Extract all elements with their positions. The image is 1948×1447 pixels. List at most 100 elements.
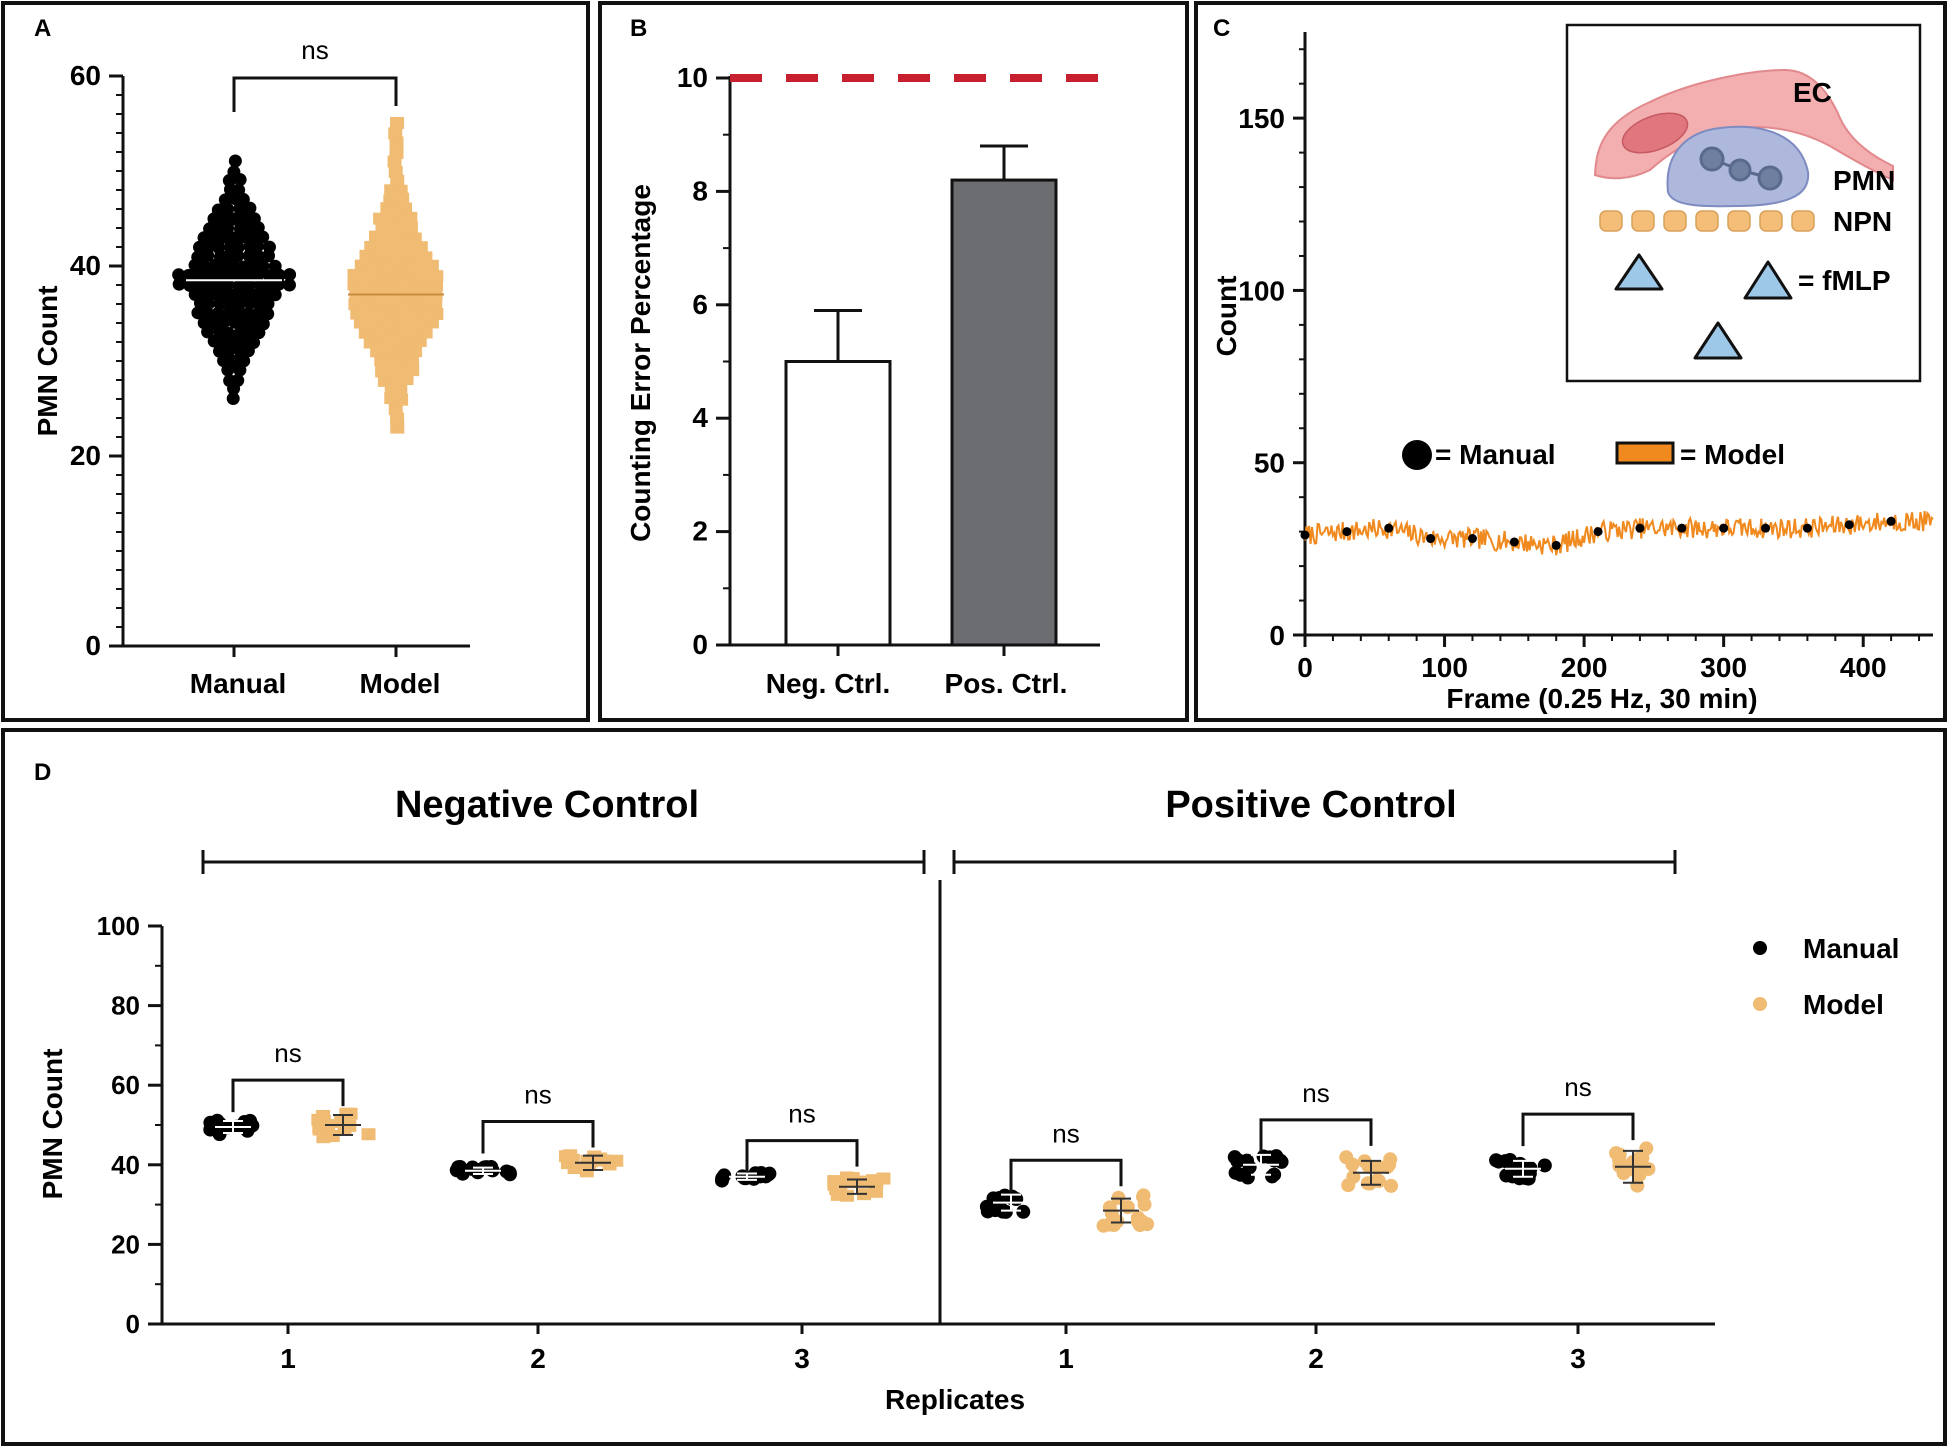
model-point (1641, 1161, 1656, 1176)
npn-membrane (1599, 210, 1815, 232)
model-point (1345, 1157, 1360, 1172)
fmlp-triangle (1693, 321, 1743, 360)
manual-point (1342, 527, 1352, 537)
ytick-label: 40 (70, 250, 101, 281)
model-point (868, 1185, 883, 1198)
panel-label-b: B (630, 15, 647, 42)
model-point (1110, 1214, 1125, 1229)
manual-point (1537, 1158, 1552, 1173)
manual-point (1384, 523, 1394, 533)
model-point (393, 184, 408, 197)
manual-point (233, 326, 247, 340)
panel-c-xlabel: Frame (0.25 Hz, 30 min) (1446, 683, 1757, 714)
manual-point (245, 1118, 260, 1133)
panel-a-ylabel: PMN Count (32, 286, 63, 437)
ytick-label: 6 (692, 289, 708, 320)
sig-bracket (481, 1120, 595, 1154)
group-brackets (201, 850, 1677, 874)
panel-a-points (172, 116, 444, 434)
legend-d-manual-marker (1753, 941, 1767, 955)
panel-d-legend: Manual Model (1753, 933, 1899, 1020)
replicate-label: 2 (530, 1343, 546, 1374)
ytick-label: 0 (85, 630, 101, 661)
ec-nucleus (1621, 112, 1689, 154)
model-point (390, 412, 405, 425)
model-point (369, 298, 384, 311)
manual-point (253, 278, 267, 292)
manual-point (221, 326, 235, 340)
sig-bracket (1259, 1118, 1373, 1152)
manual-point (247, 336, 261, 350)
model-point (339, 1107, 354, 1120)
ytick-label: 20 (70, 440, 101, 471)
model-point (866, 1174, 881, 1187)
sig-label: ns (788, 1099, 815, 1129)
manual-point (203, 1122, 218, 1137)
model-point (418, 251, 433, 264)
manual-point (211, 268, 225, 282)
ytick-label: 2 (692, 516, 708, 547)
manual-point (227, 165, 241, 179)
model-point (407, 232, 422, 245)
manual-point (1426, 534, 1436, 544)
model-point (387, 307, 402, 320)
manual-point (1677, 523, 1687, 533)
manual-point (172, 268, 186, 282)
manual-point (1230, 1154, 1245, 1169)
panel-c-frame (1194, 1, 1947, 722)
manual-point (226, 288, 240, 302)
manual-point (172, 277, 186, 291)
model-point (394, 364, 409, 377)
manual-point (191, 250, 205, 264)
model-point (373, 212, 388, 225)
replicate-label: 3 (1570, 1343, 1586, 1374)
panel-c-inset: EC PMN NPN = fMLP (1565, 23, 1922, 383)
manual-point (227, 212, 241, 226)
manual-point (218, 193, 232, 207)
sig-bracket (1521, 1112, 1635, 1147)
model-point (378, 278, 393, 291)
panel-label-a: A (34, 15, 51, 42)
legend-d-manual-label: Manual (1803, 933, 1899, 964)
model-point (393, 384, 408, 397)
manual-point (247, 288, 261, 302)
panel-d-replicates: 1 ns 2 ns 3 ns 1 ns 2 ns 3 ns (203, 1038, 1656, 1374)
legend-d-model-marker (1753, 997, 1767, 1011)
manual-point (263, 269, 277, 283)
manual-point (1886, 516, 1896, 526)
model-point (361, 1128, 376, 1141)
panel-d-axes (160, 880, 1715, 1326)
model-point (1612, 1153, 1627, 1168)
model-point (584, 1155, 599, 1168)
manual-point (1509, 537, 1519, 547)
panel-c: 0 50 100 150 0 100 200 300 400 Count Frame (0.25… (1211, 23, 1934, 714)
model-point (382, 222, 397, 235)
manual-point (451, 1160, 466, 1175)
panel-b-bars (784, 144, 1058, 647)
manual-point (1593, 527, 1603, 537)
panel-c-manual-points (1300, 516, 1896, 550)
manual-point (221, 298, 235, 312)
fmlp-triangle (1614, 253, 1664, 291)
model-point (418, 326, 433, 339)
model-point (388, 403, 403, 416)
manual-point (247, 212, 261, 226)
manual-point (221, 221, 235, 235)
panel-a-sig-label: ns (301, 35, 328, 65)
model-point (347, 268, 362, 281)
model-point (408, 250, 423, 263)
panel-b-xtick-neg: Neg. Ctrl. (766, 668, 890, 699)
ytick-label: 0 (692, 629, 708, 660)
panel-a-sig-bracket (232, 76, 398, 112)
panel-d: Negative Control Positive Control 0 20 40 6… (37, 784, 1899, 1415)
panel-d-frame (1, 728, 1947, 1446)
group-title-negative: Negative Control (395, 784, 699, 826)
npn-pore (1727, 210, 1751, 232)
manual-point (226, 392, 240, 406)
manual-point (256, 259, 270, 273)
bar (784, 360, 892, 647)
panel-b: 0 2 4 6 8 10 Counting Error Percentage Neg. C… (625, 62, 1100, 699)
xtick-label: 400 (1840, 652, 1887, 683)
group-title-positive: Positive Control (1165, 784, 1456, 826)
